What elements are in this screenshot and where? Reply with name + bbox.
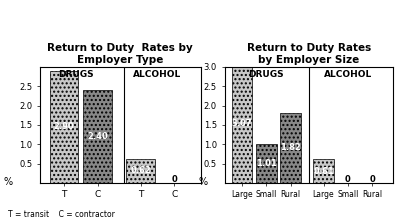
Title: Return to Duty Rates
by Employer Size: Return to Duty Rates by Employer Size (247, 43, 371, 65)
Bar (280, 113, 301, 183)
Text: 0: 0 (369, 175, 375, 184)
Bar (83, 90, 112, 183)
Text: 2.90: 2.90 (54, 122, 74, 131)
Text: 0: 0 (345, 175, 351, 184)
Bar (256, 144, 277, 183)
Text: 1.01: 1.01 (256, 159, 277, 168)
Text: DRUGS: DRUGS (248, 70, 284, 79)
Text: 0.61: 0.61 (313, 167, 334, 176)
Text: ALCOHOL: ALCOHOL (324, 70, 372, 79)
Y-axis label: %: % (198, 178, 207, 188)
Text: ALCOHOL: ALCOHOL (133, 70, 182, 79)
Text: 3.07: 3.07 (232, 119, 252, 128)
Y-axis label: %: % (4, 178, 12, 188)
Text: 0.62: 0.62 (130, 166, 151, 175)
Text: T = transit    C = contractor: T = transit C = contractor (8, 210, 115, 219)
Text: 0: 0 (171, 175, 177, 184)
Bar (231, 64, 252, 183)
Text: 2.40: 2.40 (87, 132, 108, 141)
Bar (313, 159, 334, 183)
Text: DRUGS: DRUGS (58, 70, 94, 79)
Bar (50, 71, 79, 183)
Text: 1.82: 1.82 (280, 143, 301, 152)
Bar (126, 159, 155, 183)
Title: Return to Duty  Rates by
Employer Type: Return to Duty Rates by Employer Type (47, 43, 193, 65)
